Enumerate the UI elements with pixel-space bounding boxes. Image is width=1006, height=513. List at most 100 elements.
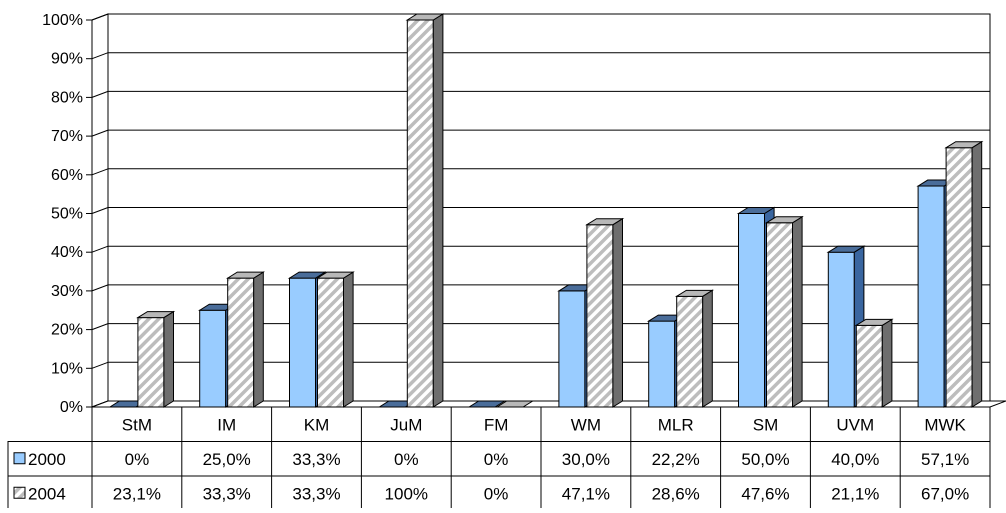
bar-top (315, 271, 355, 279)
legend-label-2000: 2000 (28, 450, 66, 469)
bar-front (945, 147, 973, 408)
gridline-side (91, 361, 109, 369)
y-tick-label: 0% (60, 399, 83, 416)
bar-side (432, 13, 444, 408)
data-label-2004: 23,1% (113, 484, 161, 503)
data-label-2000: 57,1% (921, 450, 969, 469)
bar-2004-UVM (854, 318, 894, 408)
data-label-2000: 30,0% (562, 450, 610, 469)
bar-front (827, 251, 855, 408)
legend-key-2000 (13, 452, 26, 465)
bar-front (137, 317, 165, 408)
y-tick-label: 30% (51, 283, 83, 300)
bar-top (854, 318, 894, 326)
gridline-side (91, 129, 109, 137)
bar-top (944, 141, 984, 149)
data-label-2000: 22,2% (652, 450, 700, 469)
bar-2004-MLR (674, 289, 715, 408)
bar-front (227, 277, 255, 408)
data-label-2000: 33,3% (292, 450, 340, 469)
x-category-label: IM (217, 415, 236, 434)
data-label-2004: 0% (484, 484, 509, 503)
x-category-label: MWK (924, 415, 966, 434)
y-tick-label: 60% (51, 167, 83, 184)
gridline-side (91, 52, 109, 60)
data-label-2004: 33,3% (203, 484, 251, 503)
legend-label-2004: 2004 (28, 484, 66, 503)
data-label-2004: 100% (385, 484, 428, 503)
bar-top (405, 13, 445, 21)
bar-side (881, 318, 893, 408)
data-label-2004: 67,0% (921, 484, 969, 503)
x-category-label: JuM (390, 415, 422, 434)
gridline-side (91, 90, 109, 98)
bar-front (199, 309, 227, 408)
data-label-2000: 40,0% (831, 450, 879, 469)
bar-top (225, 271, 266, 279)
bar-front (855, 324, 883, 408)
x-category-label: FM (484, 415, 509, 434)
gridline-side (91, 323, 109, 331)
bar-front (738, 213, 765, 408)
x-category-label: KM (304, 415, 330, 434)
bar-2004-WM (585, 217, 625, 408)
x-category-label: WM (571, 415, 601, 434)
x-category-label: StM (122, 415, 152, 434)
bar-top (585, 218, 625, 226)
bar-front (586, 224, 614, 408)
bar-2004-JuM (405, 13, 445, 408)
y-tick-label: 10% (51, 360, 83, 377)
y-tick-label: 100% (42, 12, 83, 29)
gridline-side (91, 284, 109, 292)
bar-top (287, 271, 327, 279)
bar-side (971, 140, 983, 408)
data-label-2000: 50,0% (741, 450, 789, 469)
data-label-2000: 0% (394, 450, 419, 469)
x-category-label: MLR (658, 415, 694, 434)
bar-side (343, 271, 354, 408)
y-tick-label: 80% (51, 89, 83, 106)
data-label-2004: 47,6% (741, 484, 789, 503)
bar-2004-StM (136, 310, 176, 408)
bar-top (826, 245, 866, 253)
bar-front (648, 320, 676, 408)
bar-side (163, 310, 174, 408)
bar-top (136, 311, 176, 319)
data-label-2000: 0% (125, 450, 150, 469)
bar-2004-KM (315, 271, 355, 408)
bar-2004-SM (764, 215, 804, 408)
data-label-2004: 47,1% (562, 484, 610, 503)
bar-front (676, 295, 704, 408)
gridline-side (91, 168, 109, 176)
data-label-2004: 21,1% (831, 484, 879, 503)
legend-key-2004 (13, 486, 26, 499)
x-category-label: SM (753, 415, 779, 434)
bar-front (406, 19, 434, 408)
bar-top (674, 289, 715, 297)
data-label-2000: 0% (484, 450, 509, 469)
data-label-2004: 33,3% (292, 484, 340, 503)
y-tick-label: 40% (51, 244, 83, 261)
bar-side (702, 289, 713, 408)
bar-2004-IM (225, 271, 266, 408)
bars-layer (108, 13, 984, 408)
bar-side (792, 215, 803, 408)
y-tick-label: 70% (51, 128, 83, 145)
bar-top (764, 216, 804, 224)
gridline-side (91, 207, 109, 214)
bar-2004-MWK (944, 140, 984, 408)
bar-front (558, 290, 586, 408)
data-label-2000: 25,0% (203, 450, 251, 469)
bar-side (612, 217, 623, 408)
data-label-2004: 28,6% (652, 484, 700, 503)
y-tick-label: 90% (51, 51, 83, 68)
y-axis: 0% 10% 20% 30% 40% 50% 60% 70% 80% 90% 100% (42, 12, 93, 416)
gridline-side (91, 13, 109, 21)
bar-front (289, 277, 316, 408)
bar-front (317, 277, 344, 408)
gridline-side (91, 245, 109, 253)
bar-front (766, 222, 793, 408)
data-table: StM 0% 23,1% IM 25,0% 33,3% KM 33,3% 33,3% JuM 0% 1… (7, 406, 991, 511)
